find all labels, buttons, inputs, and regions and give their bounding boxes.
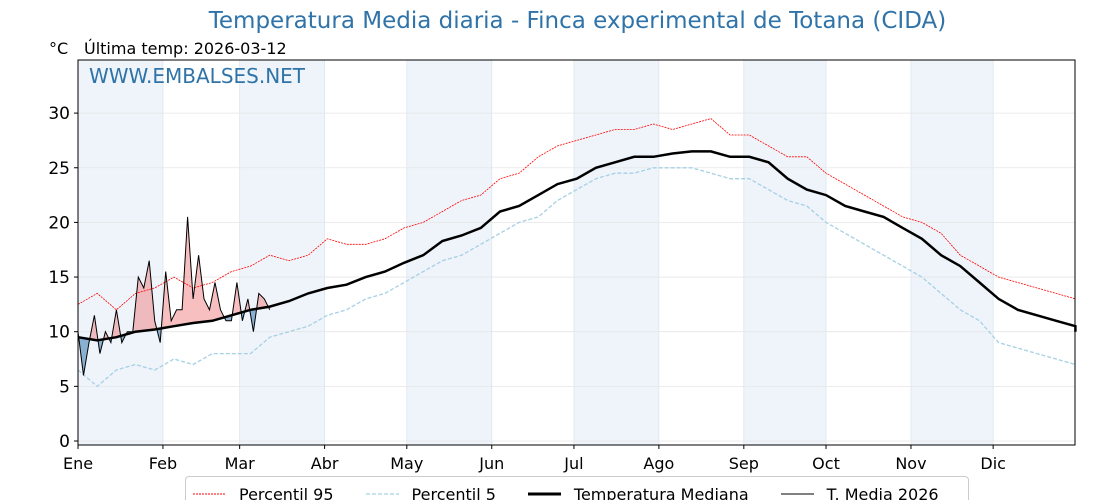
month-band: [573, 60, 659, 445]
legend-2026: T. Media 2026: [780, 484, 939, 500]
x-tick-label: Jul: [563, 454, 583, 473]
x-tick-label: Jun: [478, 454, 504, 473]
t2026-line: [77, 216, 271, 376]
legend-p95: Percentil 95: [193, 485, 334, 500]
legend: Percentil 95 Percentil 5 Temperatura Med…: [185, 476, 969, 500]
x-tick-label: Sep: [729, 454, 759, 473]
x-tick-label: Ago: [643, 454, 674, 473]
x-tick-label: Dic: [980, 454, 1006, 473]
x-tick-label: Ene: [63, 454, 93, 473]
y-tick-label: 30: [48, 104, 70, 124]
month-band: [78, 60, 163, 445]
x-tick-label: Mar: [225, 454, 256, 473]
x-tick-label: Feb: [149, 454, 177, 473]
month-band: [743, 60, 827, 445]
y-tick-label: 5: [59, 377, 70, 397]
y-tick-label: 0: [59, 432, 70, 452]
last-temp-label: Última temp: 2026-03-12: [84, 39, 287, 58]
p95-line: [77, 118, 1076, 311]
month-band: [910, 60, 994, 445]
legend-label: Temperatura Mediana: [573, 484, 749, 500]
p5-line: [77, 167, 1076, 388]
y-tick-label: 20: [48, 213, 70, 233]
y-tick-label: 10: [48, 323, 70, 343]
plot-frame: [77, 59, 1076, 446]
legend-p5: Percentil 5: [365, 484, 496, 500]
y-tick-label: 15: [48, 268, 70, 288]
legend-median: Temperatura Mediana: [527, 484, 749, 500]
chart-title: Temperatura Media diaria - Finca experim…: [208, 8, 947, 34]
month-band: [406, 60, 492, 445]
x-tick-label: May: [390, 454, 423, 473]
y-unit-label: °C: [49, 39, 69, 58]
legend-label: Percentil 95: [239, 484, 334, 500]
watermark: WWW.EMBALSES.NET: [89, 64, 306, 88]
legend-label: T. Media 2026: [826, 484, 939, 500]
legend-label: Percentil 5: [411, 484, 496, 500]
x-tick-label: Abr: [311, 454, 339, 473]
month-band: [239, 60, 325, 445]
y-tick-label: 25: [48, 159, 70, 179]
x-tick-label: Nov: [895, 454, 926, 473]
median-line: [77, 150, 1077, 342]
x-tick-label: Oct: [812, 454, 840, 473]
